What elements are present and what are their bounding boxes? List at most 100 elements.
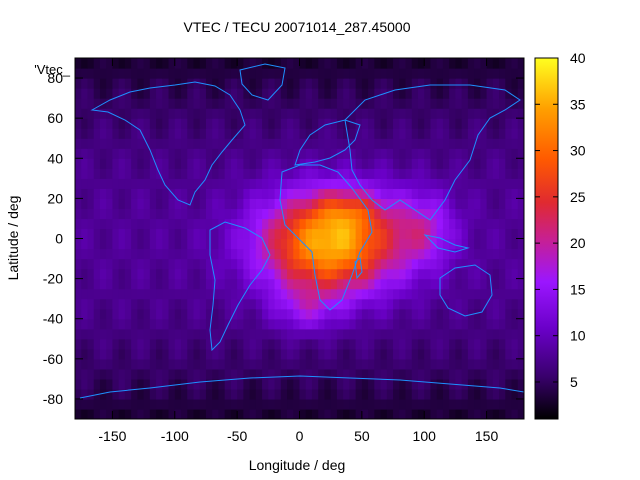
heatmap-cell [106,118,114,129]
heatmap-cell [237,148,244,159]
heatmap-cell [255,228,263,240]
heatmap-cell [174,168,182,179]
heatmap-cell [368,218,375,230]
heatmap-cell [268,198,276,210]
heatmap-cell [199,378,207,390]
heatmap-cell [212,218,220,230]
heatmap-cell [287,248,294,260]
heatmap-cell [249,178,257,189]
heatmap-cell [218,348,226,360]
heatmap-cell [349,98,357,109]
heatmap-cell [405,358,413,370]
coastline-north-america [90,81,246,206]
heatmap-cell [212,308,220,320]
heatmap-cell [330,368,338,380]
heatmap-cell [474,218,481,230]
heatmap-cell [218,228,226,240]
heatmap-cell [262,348,269,360]
heatmap-cell [336,158,344,169]
heatmap-cell [99,318,107,330]
heatmap-cell [480,198,488,210]
heatmap-cell [480,58,488,69]
heatmap-cell [368,58,375,69]
heatmap-cell [168,308,176,320]
heatmap-cell [156,98,163,109]
heatmap-cell [492,128,500,139]
heatmap-cell [87,168,95,179]
heatmap-cell [386,158,394,169]
heatmap-cell [212,318,220,330]
heatmap-cell [368,198,375,210]
heatmap-cell [492,228,500,240]
heatmap-cell [255,338,263,350]
heatmap-cell [293,138,301,149]
heatmap-cell [318,338,326,350]
heatmap-cell [181,138,188,149]
heatmap-cell [455,308,463,320]
heatmap-cell [218,68,226,79]
heatmap-cell [480,268,488,280]
heatmap-cell [131,338,138,350]
heatmap-cell [143,158,151,169]
heatmap-cell [230,288,238,300]
heatmap-cell [511,168,519,179]
heatmap-cell [349,188,357,199]
heatmap-cell [299,288,307,300]
heatmap-cell [305,208,313,220]
heatmap-cell [386,78,394,89]
heatmap-cell [430,288,438,300]
heatmap-cell [199,148,207,159]
heatmap-cell [112,188,120,199]
heatmap-cell [162,398,170,410]
heatmap-cell [399,178,407,189]
heatmap-cell [187,88,195,99]
heatmap-cell [118,158,126,169]
heatmap-cell [449,308,457,320]
heatmap-cell [293,278,301,290]
heatmap-cell [474,228,481,240]
heatmap-cell [255,238,263,250]
heatmap-cell [474,358,481,370]
heatmap-cell [355,98,363,109]
heatmap-cell [349,58,357,69]
heatmap-cell [318,248,326,260]
heatmap-cell [355,328,363,340]
heatmap-cell [205,218,213,230]
heatmap-cell [99,398,107,410]
heatmap-cell [193,328,201,340]
heatmap-cell [368,248,375,260]
heatmap-cell [324,318,332,330]
heatmap-cell [505,78,513,89]
heatmap-cell [374,98,382,109]
heatmap-cell [480,98,488,109]
heatmap-cell [411,258,419,270]
heatmap-cell [455,128,463,139]
heatmap-cell [230,268,238,280]
heatmap-cell [218,298,226,310]
heatmap-cell [517,328,524,340]
x-tick-label: -50 [227,428,247,444]
heatmap-cell [249,398,257,410]
heatmap-cell [249,138,257,149]
heatmap-cell [174,98,182,109]
heatmap-cell [187,398,195,410]
heatmap-cell [411,298,419,310]
heatmap-cell [411,128,419,139]
heatmap-cell [218,108,226,119]
heatmap-cell [268,288,276,300]
y-tick-label: -20 [43,271,63,287]
heatmap-cell [268,258,276,270]
heatmap-cell [156,78,163,89]
heatmap-cell [517,238,524,250]
heatmap-cell [368,158,375,169]
heatmap-cell [424,258,432,270]
heatmap-cell [499,158,506,169]
heatmap-cell [424,228,432,240]
heatmap-cell [81,228,89,240]
heatmap-cell [280,398,288,410]
heatmap-cell [486,258,494,270]
heatmap-cell [243,318,251,330]
heatmap-cell [205,98,213,109]
heatmap-cell [199,348,207,360]
